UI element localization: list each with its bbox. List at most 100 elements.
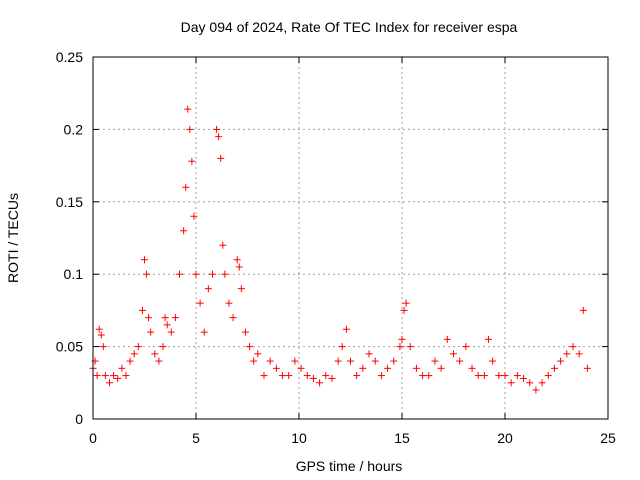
data-point: [489, 357, 497, 365]
y-tick-label: 0.2: [64, 121, 84, 137]
data-point: [456, 357, 464, 365]
data-point: [303, 372, 311, 380]
data-point: [122, 372, 130, 380]
data-point: [285, 372, 293, 380]
data-point: [233, 256, 241, 264]
data-point: [468, 364, 476, 372]
data-point: [450, 350, 457, 358]
chart-title: Day 094 of 2024, Rate Of TEC Index for r…: [181, 19, 518, 35]
data-point: [569, 343, 577, 351]
data-point: [316, 379, 324, 387]
data-point: [254, 350, 262, 358]
data-point: [443, 335, 451, 343]
data-point: [485, 335, 493, 343]
data-point: [266, 357, 274, 365]
grid: [93, 57, 608, 419]
data-point: [579, 306, 587, 314]
x-tick-label: 0: [89, 430, 97, 446]
data-point: [213, 125, 221, 133]
data-point: [398, 335, 406, 343]
y-tick-label: 0.1: [64, 266, 84, 282]
data-point: [190, 212, 198, 220]
data-point: [130, 350, 138, 358]
data-point: [237, 285, 245, 293]
data-point: [159, 343, 167, 351]
data-point: [241, 328, 249, 336]
data-point: [513, 372, 521, 380]
x-tick-label: 5: [192, 430, 200, 446]
data-point: [219, 241, 227, 249]
data-point: [155, 357, 163, 365]
data-point: [272, 364, 280, 372]
x-tick-label: 10: [291, 430, 307, 446]
data-point: [342, 325, 350, 333]
y-axis-ticks: 0 0.05 0.1 0.15 0.2 0.25: [56, 49, 608, 427]
data-point: [396, 343, 404, 351]
data-point: [507, 379, 515, 387]
data-point: [402, 299, 410, 307]
x-tick-label: 25: [600, 430, 616, 446]
data-point: [229, 314, 237, 322]
data-point: [161, 314, 169, 322]
data-point: [297, 364, 305, 372]
data-point: [480, 372, 488, 380]
data-point: [110, 372, 118, 380]
data-point: [495, 372, 503, 380]
data-point: [431, 357, 439, 365]
data-point: [114, 374, 122, 382]
data-point: [532, 386, 540, 394]
x-tick-label: 15: [394, 430, 410, 446]
data-point: [141, 256, 148, 264]
data-point: [188, 157, 196, 165]
x-tick-label: 20: [497, 430, 513, 446]
data-point: [347, 357, 354, 365]
data-point: [200, 328, 208, 336]
data-point: [167, 328, 175, 336]
data-point: [575, 350, 583, 358]
data-point: [412, 364, 420, 372]
data-point: [225, 299, 233, 307]
data-point: [260, 372, 268, 380]
data-point: [250, 357, 258, 365]
data-point: [371, 357, 379, 365]
data-point: [328, 374, 336, 382]
x-axis-label: GPS time / hours: [296, 458, 403, 474]
data-point: [105, 379, 113, 387]
data-point: [544, 372, 552, 380]
data-point: [353, 372, 361, 380]
data-point: [163, 321, 171, 329]
data-point: [180, 227, 188, 235]
data-point: [208, 270, 216, 278]
data-point: [145, 314, 153, 322]
data-point: [217, 154, 225, 162]
data-point: [118, 364, 126, 372]
y-tick-label: 0: [75, 411, 83, 427]
data-point: [406, 343, 414, 351]
data-point: [309, 374, 317, 382]
y-tick-label: 0.25: [56, 49, 83, 65]
data-point: [279, 372, 287, 380]
plot-frame: [92, 56, 609, 420]
data-point: [171, 314, 179, 322]
data-point: [419, 372, 427, 380]
data-point: [400, 306, 408, 314]
data-point: [147, 328, 155, 336]
data-point: [501, 372, 509, 380]
data-point: [474, 372, 482, 380]
data-point: [365, 350, 373, 358]
data-point: [143, 270, 151, 278]
data-point: [291, 357, 299, 365]
data-point: [95, 325, 103, 333]
data-point: [437, 364, 445, 372]
data-point: [126, 357, 134, 365]
data-point: [526, 379, 534, 387]
data-point: [557, 357, 565, 365]
data-point: [97, 331, 105, 339]
data-point: [176, 270, 184, 278]
data-point: [246, 343, 254, 351]
data-point: [93, 372, 101, 380]
data-point: [334, 357, 342, 365]
data-point: [322, 372, 330, 380]
data-point: [204, 285, 212, 293]
